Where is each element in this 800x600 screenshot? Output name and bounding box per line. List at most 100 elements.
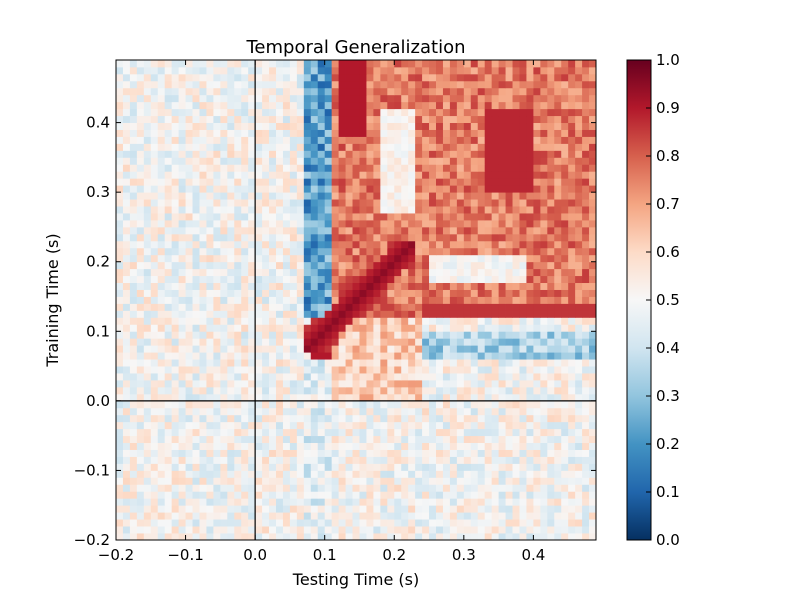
- heatmap-cell: [324, 449, 333, 457]
- heatmap-cell: [436, 289, 444, 297]
- heatmap-cell: [359, 282, 367, 290]
- heatmap-cell: [401, 317, 409, 325]
- heatmap-cell: [303, 345, 312, 353]
- heatmap-cell: [116, 143, 124, 151]
- heatmap-cell: [582, 484, 590, 492]
- heatmap-cell: [526, 164, 534, 172]
- heatmap-cell: [262, 233, 270, 242]
- heatmap-cell: [164, 380, 173, 388]
- heatmap-cell: [213, 73, 221, 82]
- heatmap-cell: [136, 66, 145, 75]
- heatmap-cell: [401, 254, 409, 263]
- heatmap-cell: [289, 407, 298, 416]
- heatmap-cell: [442, 491, 451, 499]
- heatmap-cell: [178, 303, 186, 311]
- heatmap-cell: [436, 136, 444, 144]
- heatmap-cell: [324, 157, 333, 165]
- heatmap-cell: [408, 87, 416, 96]
- heatmap-cell: [192, 164, 200, 172]
- heatmap-cell: [408, 226, 416, 235]
- heatmap-cell: [547, 240, 555, 249]
- heatmap-cell: [157, 435, 166, 444]
- heatmap-cell: [122, 414, 131, 423]
- heatmap-cell: [157, 94, 166, 103]
- heatmap-cell: [561, 136, 569, 144]
- heatmap-cell: [199, 150, 207, 158]
- heatmap-cell: [296, 192, 305, 200]
- heatmap-cell: [185, 254, 193, 263]
- heatmap-cell: [394, 386, 402, 395]
- heatmap-cell: [498, 414, 506, 423]
- heatmap-cell: [338, 60, 346, 68]
- heatmap-cell: [505, 449, 513, 457]
- heatmap-cell: [526, 435, 534, 444]
- heatmap-cell: [352, 407, 360, 416]
- heatmap-cell: [129, 526, 138, 534]
- heatmap-cell: [394, 157, 402, 165]
- heatmap-cell: [436, 220, 444, 228]
- heatmap-cell: [338, 491, 346, 499]
- heatmap-cell: [380, 101, 388, 110]
- heatmap-cell: [422, 345, 430, 353]
- heatmap-cell: [387, 317, 395, 325]
- heatmap-cell: [575, 407, 583, 416]
- heatmap-cell: [171, 519, 180, 527]
- heatmap-cell: [345, 519, 353, 527]
- heatmap-cell: [338, 164, 346, 172]
- heatmap-cell: [561, 533, 569, 541]
- heatmap-cell: [178, 115, 186, 124]
- heatmap-cell: [575, 324, 583, 332]
- heatmap-cell: [317, 129, 326, 137]
- heatmap-cell: [589, 275, 597, 284]
- heatmap-cell: [477, 352, 486, 360]
- heatmap-cell: [373, 254, 381, 263]
- heatmap-cell: [540, 199, 548, 207]
- heatmap-cell: [331, 247, 340, 256]
- heatmap-cell: [561, 484, 569, 492]
- heatmap-cell: [456, 240, 465, 249]
- heatmap-cell: [185, 157, 193, 165]
- heatmap-cell: [463, 303, 472, 311]
- heatmap-cell: [422, 435, 430, 444]
- heatmap-cell: [429, 498, 437, 506]
- heatmap-cell: [303, 199, 312, 207]
- heatmap-cell: [227, 526, 235, 534]
- heatmap-cell: [387, 449, 395, 457]
- heatmap-cell: [575, 171, 583, 179]
- heatmap-cell: [171, 60, 180, 68]
- heatmap-cell: [338, 185, 346, 193]
- heatmap-cell: [248, 463, 256, 471]
- heatmap-cell: [408, 192, 416, 200]
- heatmap-cell: [255, 233, 263, 242]
- heatmap-cell: [276, 380, 284, 388]
- heatmap-cell: [401, 463, 409, 471]
- heatmap-cell: [540, 345, 548, 353]
- heatmap-cell: [575, 386, 583, 395]
- heatmap-cell: [262, 60, 270, 68]
- heatmap-cell: [276, 143, 284, 151]
- heatmap-cell: [519, 352, 527, 360]
- heatmap-cell: [442, 199, 451, 207]
- heatmap-cell: [276, 359, 284, 367]
- heatmap-cell: [449, 185, 458, 193]
- heatmap-cell: [296, 421, 305, 430]
- heatmap-cell: [401, 268, 409, 277]
- heatmap-cell: [352, 136, 360, 144]
- heatmap-cell: [352, 192, 360, 200]
- heatmap-cell: [331, 421, 340, 430]
- heatmap-cell: [568, 73, 576, 82]
- heatmap-cell: [568, 268, 576, 277]
- heatmap-cell: [366, 129, 374, 137]
- heatmap-cell: [282, 317, 291, 325]
- heatmap-cell: [477, 275, 486, 284]
- heatmap-cell: [380, 463, 388, 471]
- heatmap-cell: [136, 470, 145, 478]
- heatmap-cell: [129, 345, 138, 353]
- heatmap-cell: [470, 108, 479, 117]
- heatmap-cell: [199, 94, 207, 103]
- heatmap-cell: [143, 331, 152, 339]
- heatmap-cell: [199, 407, 207, 416]
- heatmap-cell: [484, 108, 493, 117]
- heatmap-cell: [575, 393, 583, 402]
- heatmap-cell: [519, 324, 527, 332]
